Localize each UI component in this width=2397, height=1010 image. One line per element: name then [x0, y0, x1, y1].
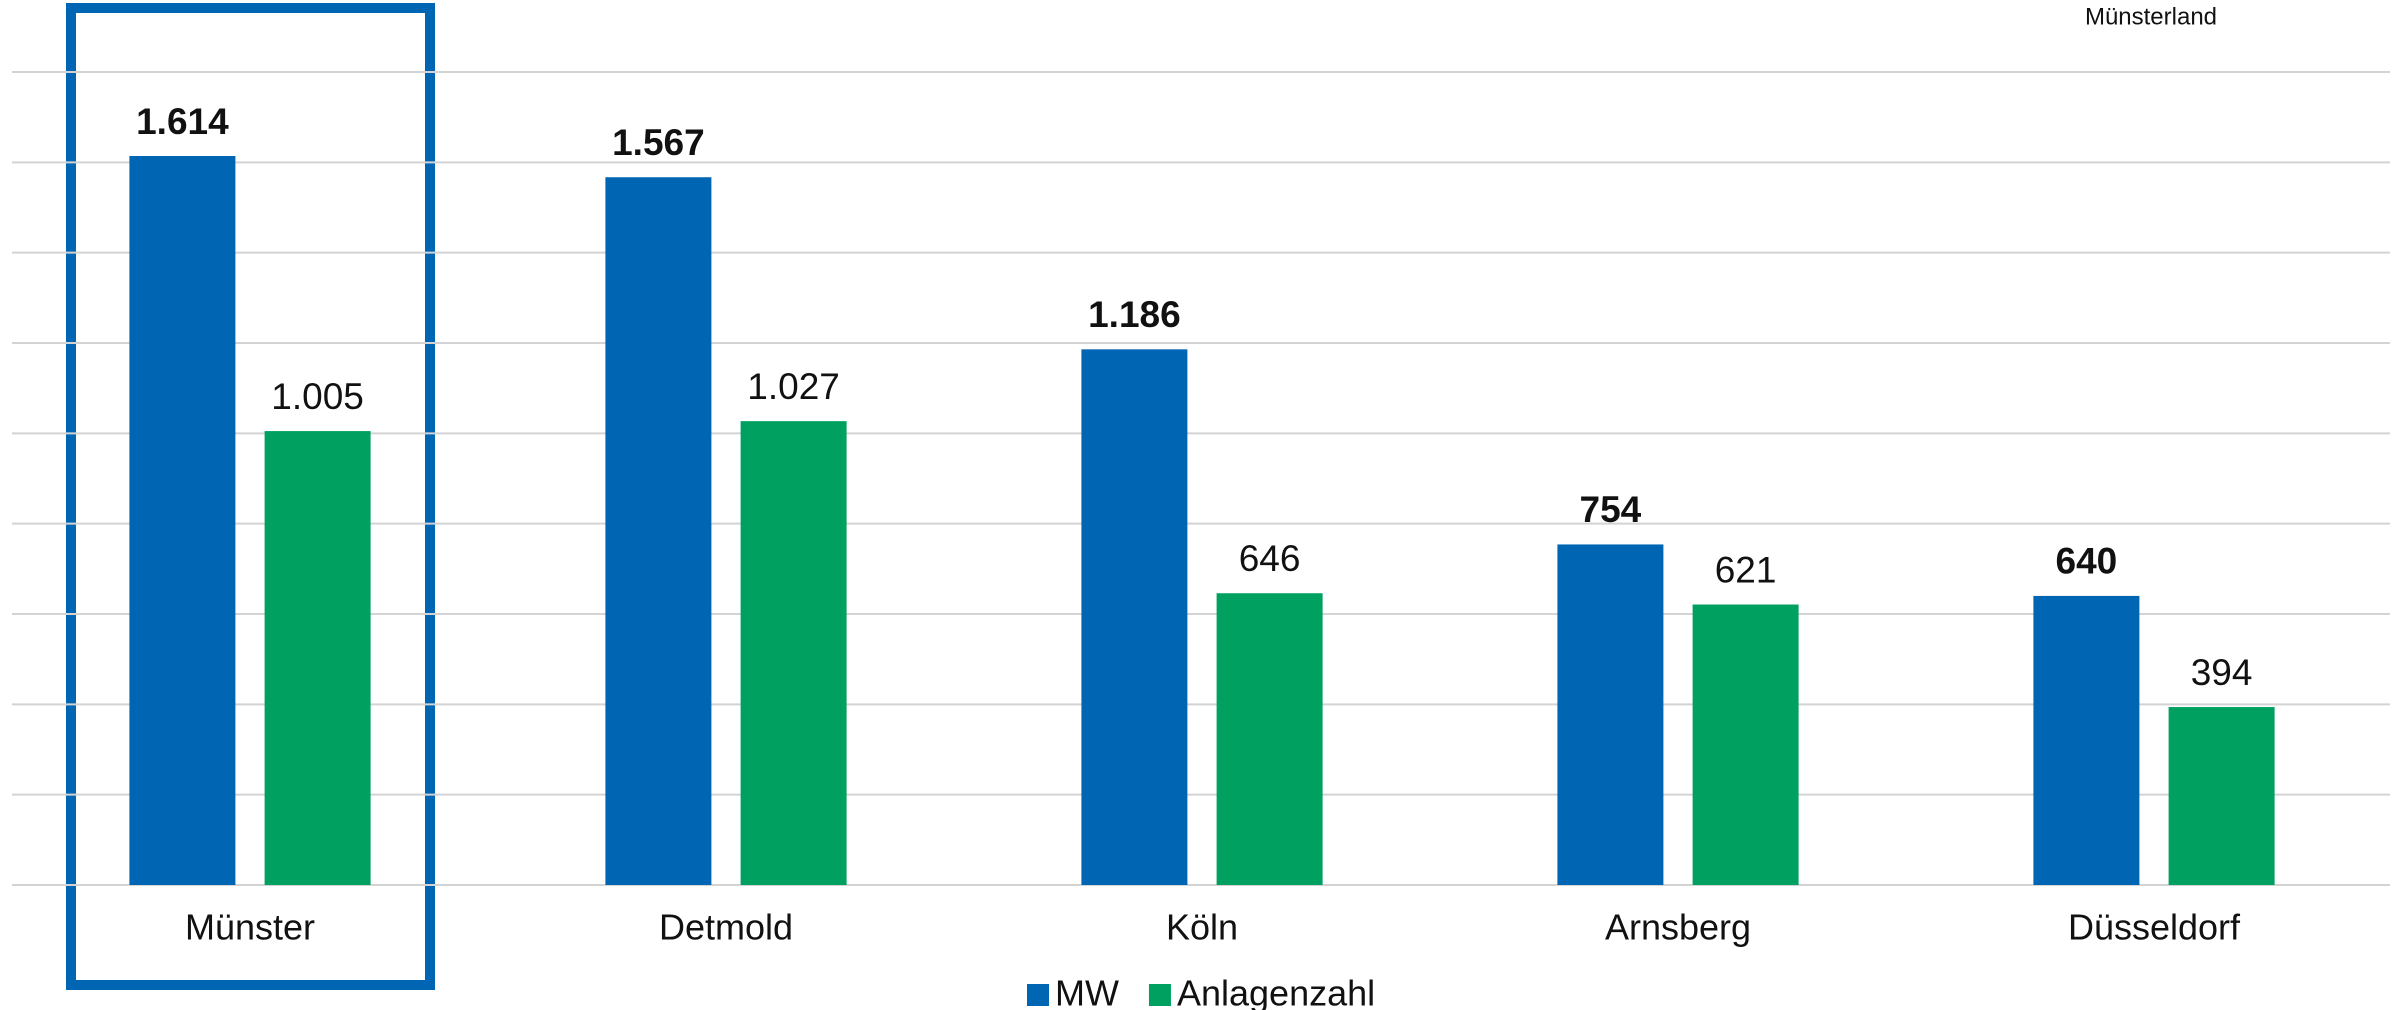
- value-label: 640: [2056, 541, 2118, 582]
- legend-label: Anlagenzahl: [1177, 973, 1375, 1010]
- value-label: 1.027: [747, 366, 840, 407]
- value-label: 1.567: [612, 122, 705, 163]
- bar: [1692, 604, 1799, 885]
- bar: [264, 431, 371, 885]
- bar: [2033, 595, 2140, 885]
- bar: [605, 177, 712, 885]
- x-tick-label: Arnsberg: [1605, 907, 1751, 948]
- bar: [1557, 544, 1664, 885]
- bar: [740, 421, 847, 885]
- x-tick-label: Detmold: [659, 907, 793, 948]
- bar: [129, 156, 236, 885]
- legend-label: MW: [1055, 973, 1119, 1010]
- highlight-box: [66, 3, 435, 990]
- value-label: 394: [2191, 652, 2253, 693]
- x-tick-label: Köln: [1166, 907, 1238, 948]
- x-tick-label: Düsseldorf: [2068, 907, 2241, 948]
- annotation: Münsterland: [2085, 3, 2217, 30]
- value-label: 1.186: [1088, 294, 1181, 335]
- value-label: 1.005: [271, 376, 364, 417]
- x-tick-label: Münster: [185, 907, 315, 948]
- legend-swatch: [1027, 984, 1049, 1006]
- bar: [1216, 593, 1323, 885]
- value-label: 754: [1580, 489, 1642, 530]
- value-label: 646: [1239, 538, 1301, 579]
- bar: [2168, 707, 2275, 885]
- bar: [1081, 349, 1188, 885]
- legend-swatch: [1148, 984, 1171, 1006]
- value-label: 1.614: [136, 101, 229, 142]
- value-label: 621: [1715, 549, 1777, 590]
